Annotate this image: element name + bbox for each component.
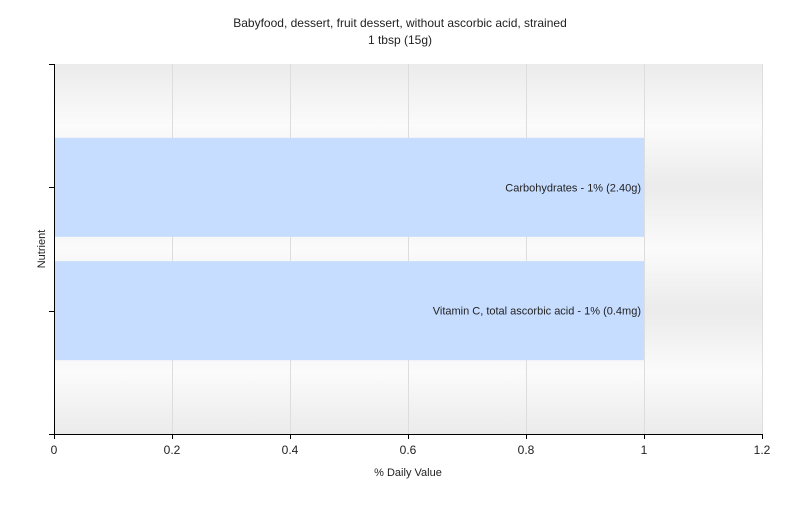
x-tick-label: 0.6 <box>400 443 417 457</box>
y-axis-title: Nutrient <box>36 230 48 269</box>
x-tick-labels: 0 0.2 0.4 0.6 0.8 1 1.2 <box>51 443 771 457</box>
bar-data-label: Vitamin C, total ascorbic acid - 1% (0.4… <box>433 306 641 318</box>
chart-title: Babyfood, dessert, fruit dessert, withou… <box>233 16 567 30</box>
bar-data-label: Carbohydrates - 1% (2.40g) <box>505 182 641 194</box>
x-tick-label: 0 <box>51 443 58 457</box>
x-tick-label: 1 <box>641 443 648 457</box>
bar <box>54 261 644 361</box>
chart-subtitle: 1 tbsp (15g) <box>368 33 432 47</box>
gridlines <box>172 64 763 434</box>
x-tick-label: 1.2 <box>754 443 771 457</box>
x-tick-label: 0.8 <box>518 443 535 457</box>
x-tick-label: 0.4 <box>282 443 299 457</box>
x-axis-title: % Daily Value <box>374 467 442 479</box>
bars: Carbohydrates - 1% (2.40g) Vitamin C, tot… <box>54 137 644 361</box>
axes <box>49 64 763 439</box>
bar <box>54 137 644 237</box>
x-tick-label: 0.2 <box>164 443 181 457</box>
